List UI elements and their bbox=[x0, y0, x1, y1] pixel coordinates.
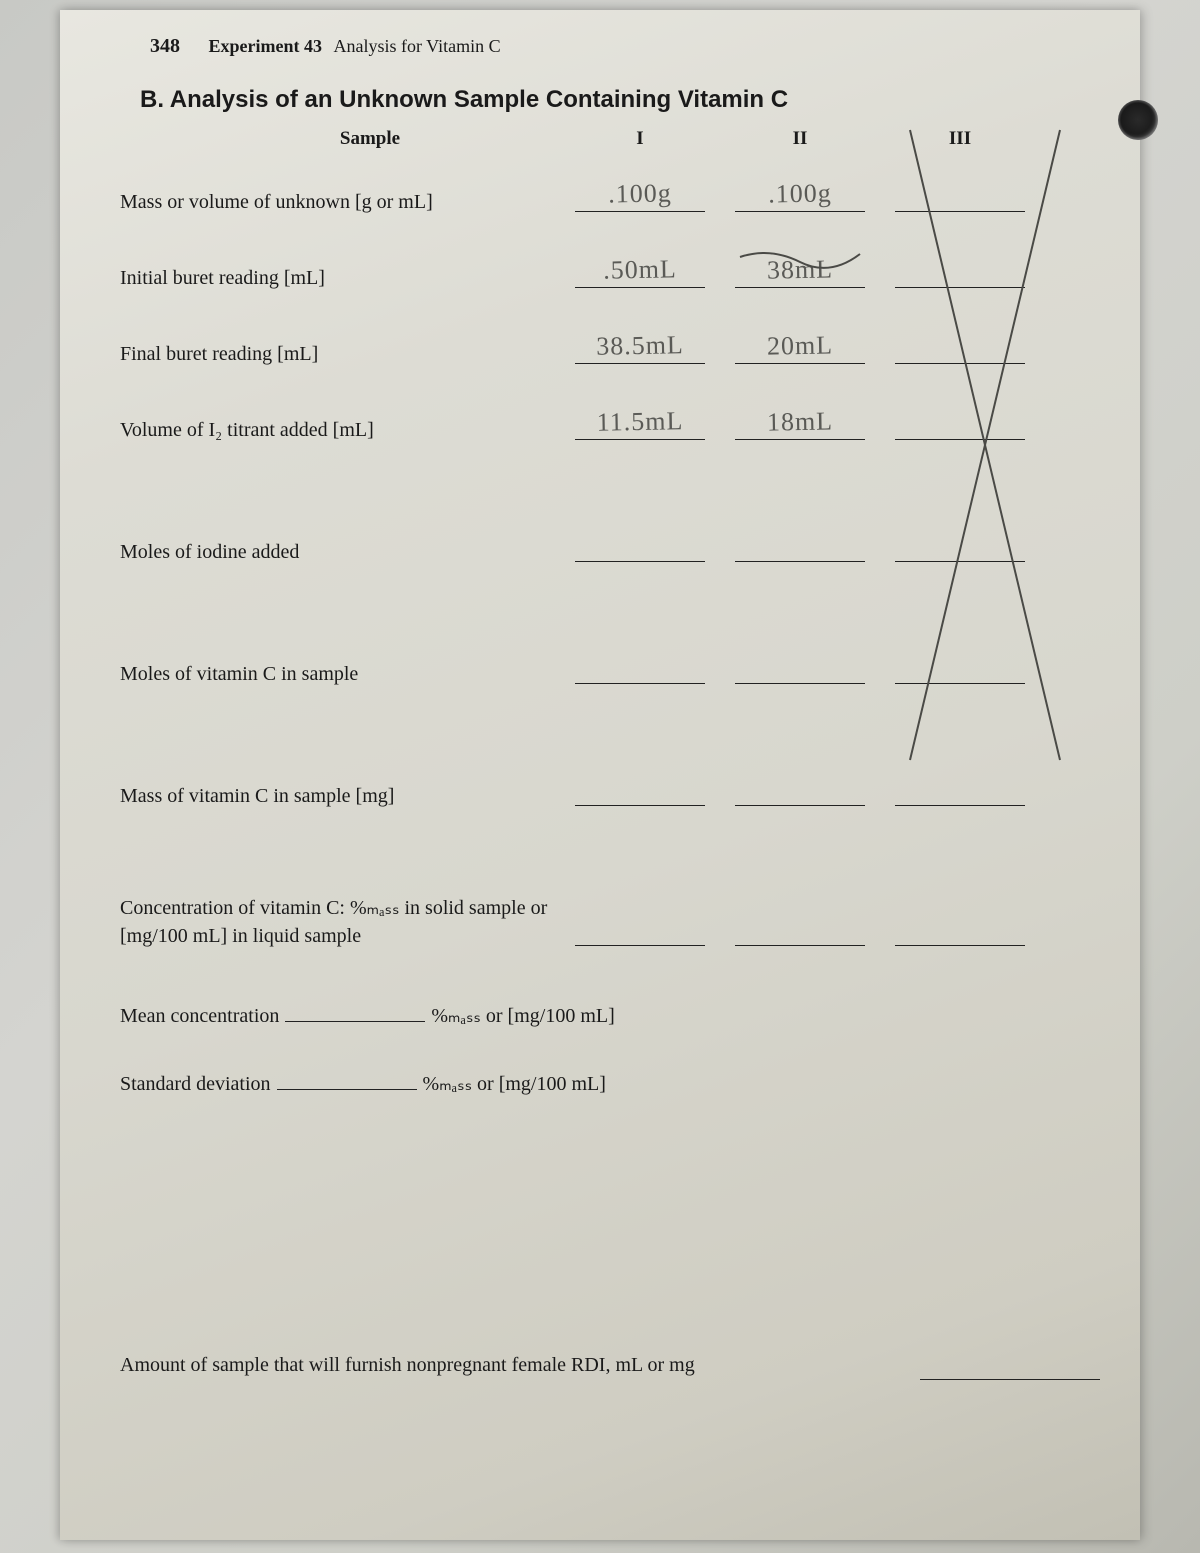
mean-blank bbox=[285, 1002, 425, 1022]
mean-row: Mean concentration %ₘₐₛₛ or [mg/100 mL] bbox=[120, 1002, 1080, 1028]
row-label: Volume of I₂ titrant added [mL] bbox=[120, 410, 560, 444]
data-cell bbox=[560, 770, 720, 810]
rdi-section: Amount of sample that will furnish nonpr… bbox=[120, 1350, 1120, 1380]
data-cell bbox=[880, 252, 1040, 292]
table-row: Mass or volume of unknown [g or mL] .100g… bbox=[120, 172, 1080, 216]
row-label: Moles of vitamin C in sample bbox=[120, 654, 560, 688]
cell-underline bbox=[895, 252, 1025, 288]
rdi-blank bbox=[920, 1356, 1100, 1380]
row-label: Mass or volume of unknown [g or mL] bbox=[120, 182, 560, 216]
data-cell: .100g bbox=[560, 176, 720, 216]
std-unit: %ₘₐₛₛ or [mg/100 mL] bbox=[423, 1071, 606, 1096]
cell-underline bbox=[895, 526, 1025, 562]
cell-underline bbox=[575, 910, 705, 946]
handwritten-value: .100g bbox=[735, 178, 866, 210]
section-title: B. Analysis of an Unknown Sample Contain… bbox=[120, 86, 1080, 114]
handwritten-value: .100g bbox=[575, 178, 706, 210]
table-row: Mass of vitamin C in sample [mg] bbox=[120, 766, 1080, 810]
col-header-2: II bbox=[720, 128, 880, 150]
cell-underline bbox=[895, 328, 1025, 364]
cell-underline bbox=[895, 404, 1025, 440]
data-cell: .100g bbox=[720, 176, 880, 216]
data-cell: .50mL bbox=[560, 252, 720, 292]
row-label: Concentration of vitamin C: %ₘₐₛₛ in sol… bbox=[120, 888, 560, 950]
cell-underline: .50mL bbox=[575, 252, 705, 288]
data-cell: 38.5mL bbox=[560, 328, 720, 368]
column-headers: Sample I II III bbox=[120, 128, 1080, 150]
handwritten-value: 20mL bbox=[735, 330, 866, 362]
row-label: Moles of iodine added bbox=[120, 532, 560, 566]
binder-hole bbox=[1118, 100, 1158, 140]
cell-underline bbox=[575, 770, 705, 806]
row-label: Final buret reading [mL] bbox=[120, 334, 560, 368]
data-cell: 11.5mL bbox=[560, 404, 720, 444]
data-cell bbox=[880, 328, 1040, 368]
cell-underline bbox=[735, 770, 865, 806]
table-row: Final buret reading [mL] 38.5mL 20mL bbox=[120, 324, 1080, 368]
cell-underline: 18mL bbox=[735, 404, 865, 440]
rdi-label: Amount of sample that will furnish nonpr… bbox=[120, 1350, 840, 1380]
mean-label: Mean concentration bbox=[120, 1005, 279, 1028]
experiment-title: Analysis for Vitamin C bbox=[334, 36, 501, 56]
handwritten-value: .50mL bbox=[575, 254, 706, 286]
cell-underline: .100g bbox=[735, 176, 865, 212]
page-number: 348 bbox=[150, 35, 180, 57]
data-cell bbox=[880, 404, 1040, 444]
data-cell bbox=[880, 648, 1040, 688]
data-cell bbox=[560, 648, 720, 688]
std-row: Standard deviation %ₘₐₛₛ or [mg/100 mL] bbox=[120, 1070, 1080, 1096]
data-cell bbox=[720, 910, 880, 950]
cell-underline bbox=[735, 648, 865, 684]
cell-underline bbox=[895, 770, 1025, 806]
cell-underline: 20mL bbox=[735, 328, 865, 364]
cell-underline: 38.5mL bbox=[575, 328, 705, 364]
sample-label: Sample bbox=[120, 128, 560, 150]
handwritten-value: 18mL bbox=[735, 406, 866, 438]
worksheet-page: 348 Experiment 43 Analysis for Vitamin C… bbox=[60, 10, 1140, 1540]
handwritten-value: 38mL bbox=[735, 254, 866, 286]
cell-underline bbox=[735, 526, 865, 562]
cell-underline bbox=[575, 648, 705, 684]
handwritten-value: 11.5mL bbox=[575, 406, 706, 438]
table-row: Moles of vitamin C in sample bbox=[120, 644, 1080, 688]
col-header-3: III bbox=[880, 128, 1040, 150]
table-row: Initial buret reading [mL] .50mL 38mL bbox=[120, 248, 1080, 292]
std-label: Standard deviation bbox=[120, 1073, 271, 1096]
data-cell: 18mL bbox=[720, 404, 880, 444]
data-cell bbox=[720, 648, 880, 688]
cell-underline bbox=[735, 910, 865, 946]
data-cell: 38mL bbox=[720, 252, 880, 292]
cell-underline bbox=[895, 176, 1025, 212]
table-row: Moles of iodine added bbox=[120, 522, 1080, 566]
data-cell bbox=[560, 910, 720, 950]
page-header: 348 Experiment 43 Analysis for Vitamin C bbox=[120, 35, 1080, 58]
cell-underline bbox=[895, 910, 1025, 946]
cell-underline: .100g bbox=[575, 176, 705, 212]
cell-underline: 38mL bbox=[735, 252, 865, 288]
data-cell bbox=[880, 176, 1040, 216]
table-row: Concentration of vitamin C: %ₘₐₛₛ in sol… bbox=[120, 888, 1080, 950]
std-blank bbox=[277, 1070, 417, 1090]
data-cell: 20mL bbox=[720, 328, 880, 368]
data-table: Sample I II III Mass or volume of unknow… bbox=[120, 128, 1080, 950]
data-cell bbox=[880, 910, 1040, 950]
data-cell bbox=[560, 526, 720, 566]
row-label: Initial buret reading [mL] bbox=[120, 258, 560, 292]
mean-unit: %ₘₐₛₛ or [mg/100 mL] bbox=[431, 1003, 614, 1028]
data-cell bbox=[720, 770, 880, 810]
cell-underline: 11.5mL bbox=[575, 404, 705, 440]
col-header-1: I bbox=[560, 128, 720, 150]
data-cell bbox=[880, 770, 1040, 810]
experiment-label: Experiment 43 bbox=[209, 36, 322, 56]
cell-underline bbox=[575, 526, 705, 562]
table-row: Volume of I₂ titrant added [mL] 11.5mL 18m… bbox=[120, 400, 1080, 444]
cell-underline bbox=[895, 648, 1025, 684]
data-cell bbox=[880, 526, 1040, 566]
data-cell bbox=[720, 526, 880, 566]
row-label: Mass of vitamin C in sample [mg] bbox=[120, 776, 560, 810]
handwritten-value: 38.5mL bbox=[575, 330, 706, 362]
